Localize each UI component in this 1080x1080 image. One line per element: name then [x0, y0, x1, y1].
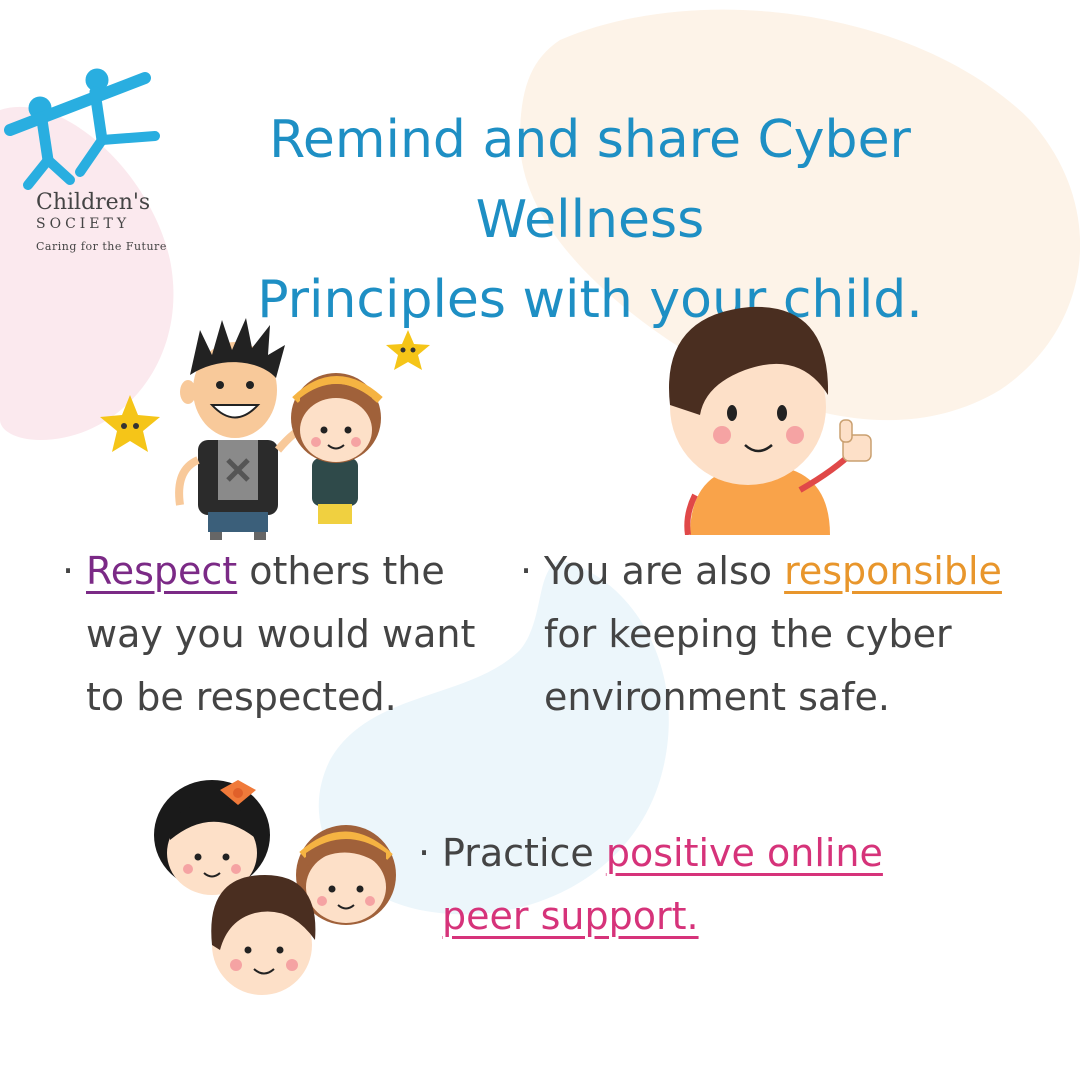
- highlight-positive-online: positive online: [605, 831, 883, 875]
- bullet-line: way you would want: [86, 612, 476, 656]
- bullet-marker: ·: [520, 549, 533, 593]
- lightblue-blob: [318, 560, 669, 915]
- bullet-text-part: You are also: [544, 549, 785, 593]
- thumbs-up-boy-illustration: [669, 306, 872, 535]
- father-figure: [175, 318, 307, 540]
- bullet-marker: ·: [418, 831, 431, 875]
- bullet-line: to be respected.: [86, 675, 397, 719]
- bullet-line: peer support.: [418, 885, 1018, 948]
- daughter-figure: [291, 373, 383, 524]
- highlight-responsible: responsible: [784, 549, 1002, 593]
- logo-name: Children's: [36, 190, 151, 215]
- bullet-respect: · Respect others the way you would want t…: [62, 540, 502, 729]
- highlight-respect: Respect: [86, 549, 238, 593]
- bullet-line: · Respect others the: [62, 540, 502, 603]
- boy-face: [211, 875, 316, 995]
- title-line-1: Remind and share Cyber Wellness: [269, 110, 911, 250]
- bullet-line: · You are also responsible: [520, 540, 1060, 603]
- bullet-line: environment safe.: [544, 675, 891, 719]
- logo-tagline: Caring for the Future: [36, 240, 167, 253]
- title-line-2: Principles with your child.: [257, 270, 923, 330]
- bow-icon: [220, 780, 256, 805]
- bullet-line: · Practice positive online: [418, 822, 1018, 885]
- logo-sub: SOCIETY: [36, 216, 131, 232]
- highlight-peer-support: peer support.: [442, 894, 699, 938]
- father-daughter-illustration: [100, 318, 430, 540]
- bullet-text-part: Practice: [442, 831, 606, 875]
- bullet-peer-support: · Practice positive online peer support.: [418, 822, 1018, 948]
- three-children-illustration: [154, 780, 396, 995]
- page-title: Remind and share Cyber Wellness Principl…: [180, 100, 1000, 340]
- thumbs-up-icon: [839, 419, 872, 462]
- pink-blob: [0, 106, 174, 440]
- bullet-text-part: others the: [237, 549, 445, 593]
- bullet-marker: ·: [62, 549, 75, 593]
- girl-face-brown-hair: [296, 825, 396, 925]
- peach-blob: [520, 9, 1080, 421]
- childrens-society-logo: Children's SOCIETY Caring for the Future: [0, 60, 175, 270]
- bullet-responsible: · You are also responsible for keeping th…: [520, 540, 1060, 729]
- star-icon: [386, 330, 430, 370]
- star-icon: [100, 395, 160, 452]
- logo-figures-icon: [4, 68, 160, 190]
- bullet-line: for keeping the cyber: [544, 612, 952, 656]
- girl-face-black-hair: [154, 780, 270, 895]
